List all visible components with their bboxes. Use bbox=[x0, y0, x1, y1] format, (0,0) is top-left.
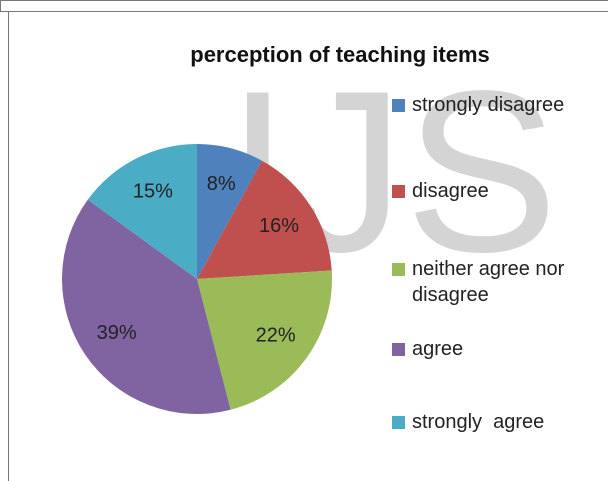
legend-item: agree bbox=[390, 336, 608, 362]
legend-item: strongly disagree bbox=[390, 92, 608, 118]
legend-swatch bbox=[392, 99, 405, 112]
pie-slice bbox=[197, 160, 332, 279]
legend-swatch bbox=[392, 263, 405, 276]
data-label: 15% bbox=[133, 181, 173, 203]
data-label: 16% bbox=[259, 215, 299, 237]
frame-top bbox=[0, 0, 608, 12]
pie: 8% 16% 22% 39% 15% bbox=[62, 144, 332, 414]
pie-slice bbox=[62, 199, 231, 414]
legend-label: strongly agree bbox=[412, 411, 545, 433]
legend-swatch bbox=[392, 185, 405, 198]
legend-swatch bbox=[392, 343, 405, 356]
pie-slice bbox=[197, 144, 263, 279]
legend-item: strongly agree bbox=[390, 409, 608, 435]
legend-item: disagree bbox=[390, 178, 608, 204]
legend-swatch bbox=[392, 416, 405, 429]
legend-label: disagree bbox=[412, 180, 489, 202]
legend-label: agree bbox=[412, 338, 464, 360]
pie-slice bbox=[87, 144, 197, 279]
data-label: 22% bbox=[256, 324, 296, 346]
data-label: 39% bbox=[97, 322, 137, 344]
pie-slice bbox=[197, 270, 332, 410]
chart-title: perception of teaching items bbox=[190, 42, 490, 67]
legend-label: strongly disagree bbox=[412, 94, 565, 116]
legend-item: neither agree nor disagree bbox=[390, 256, 608, 308]
data-label: 8% bbox=[207, 173, 236, 195]
legend-label: neither agree nor disagree bbox=[412, 258, 570, 306]
